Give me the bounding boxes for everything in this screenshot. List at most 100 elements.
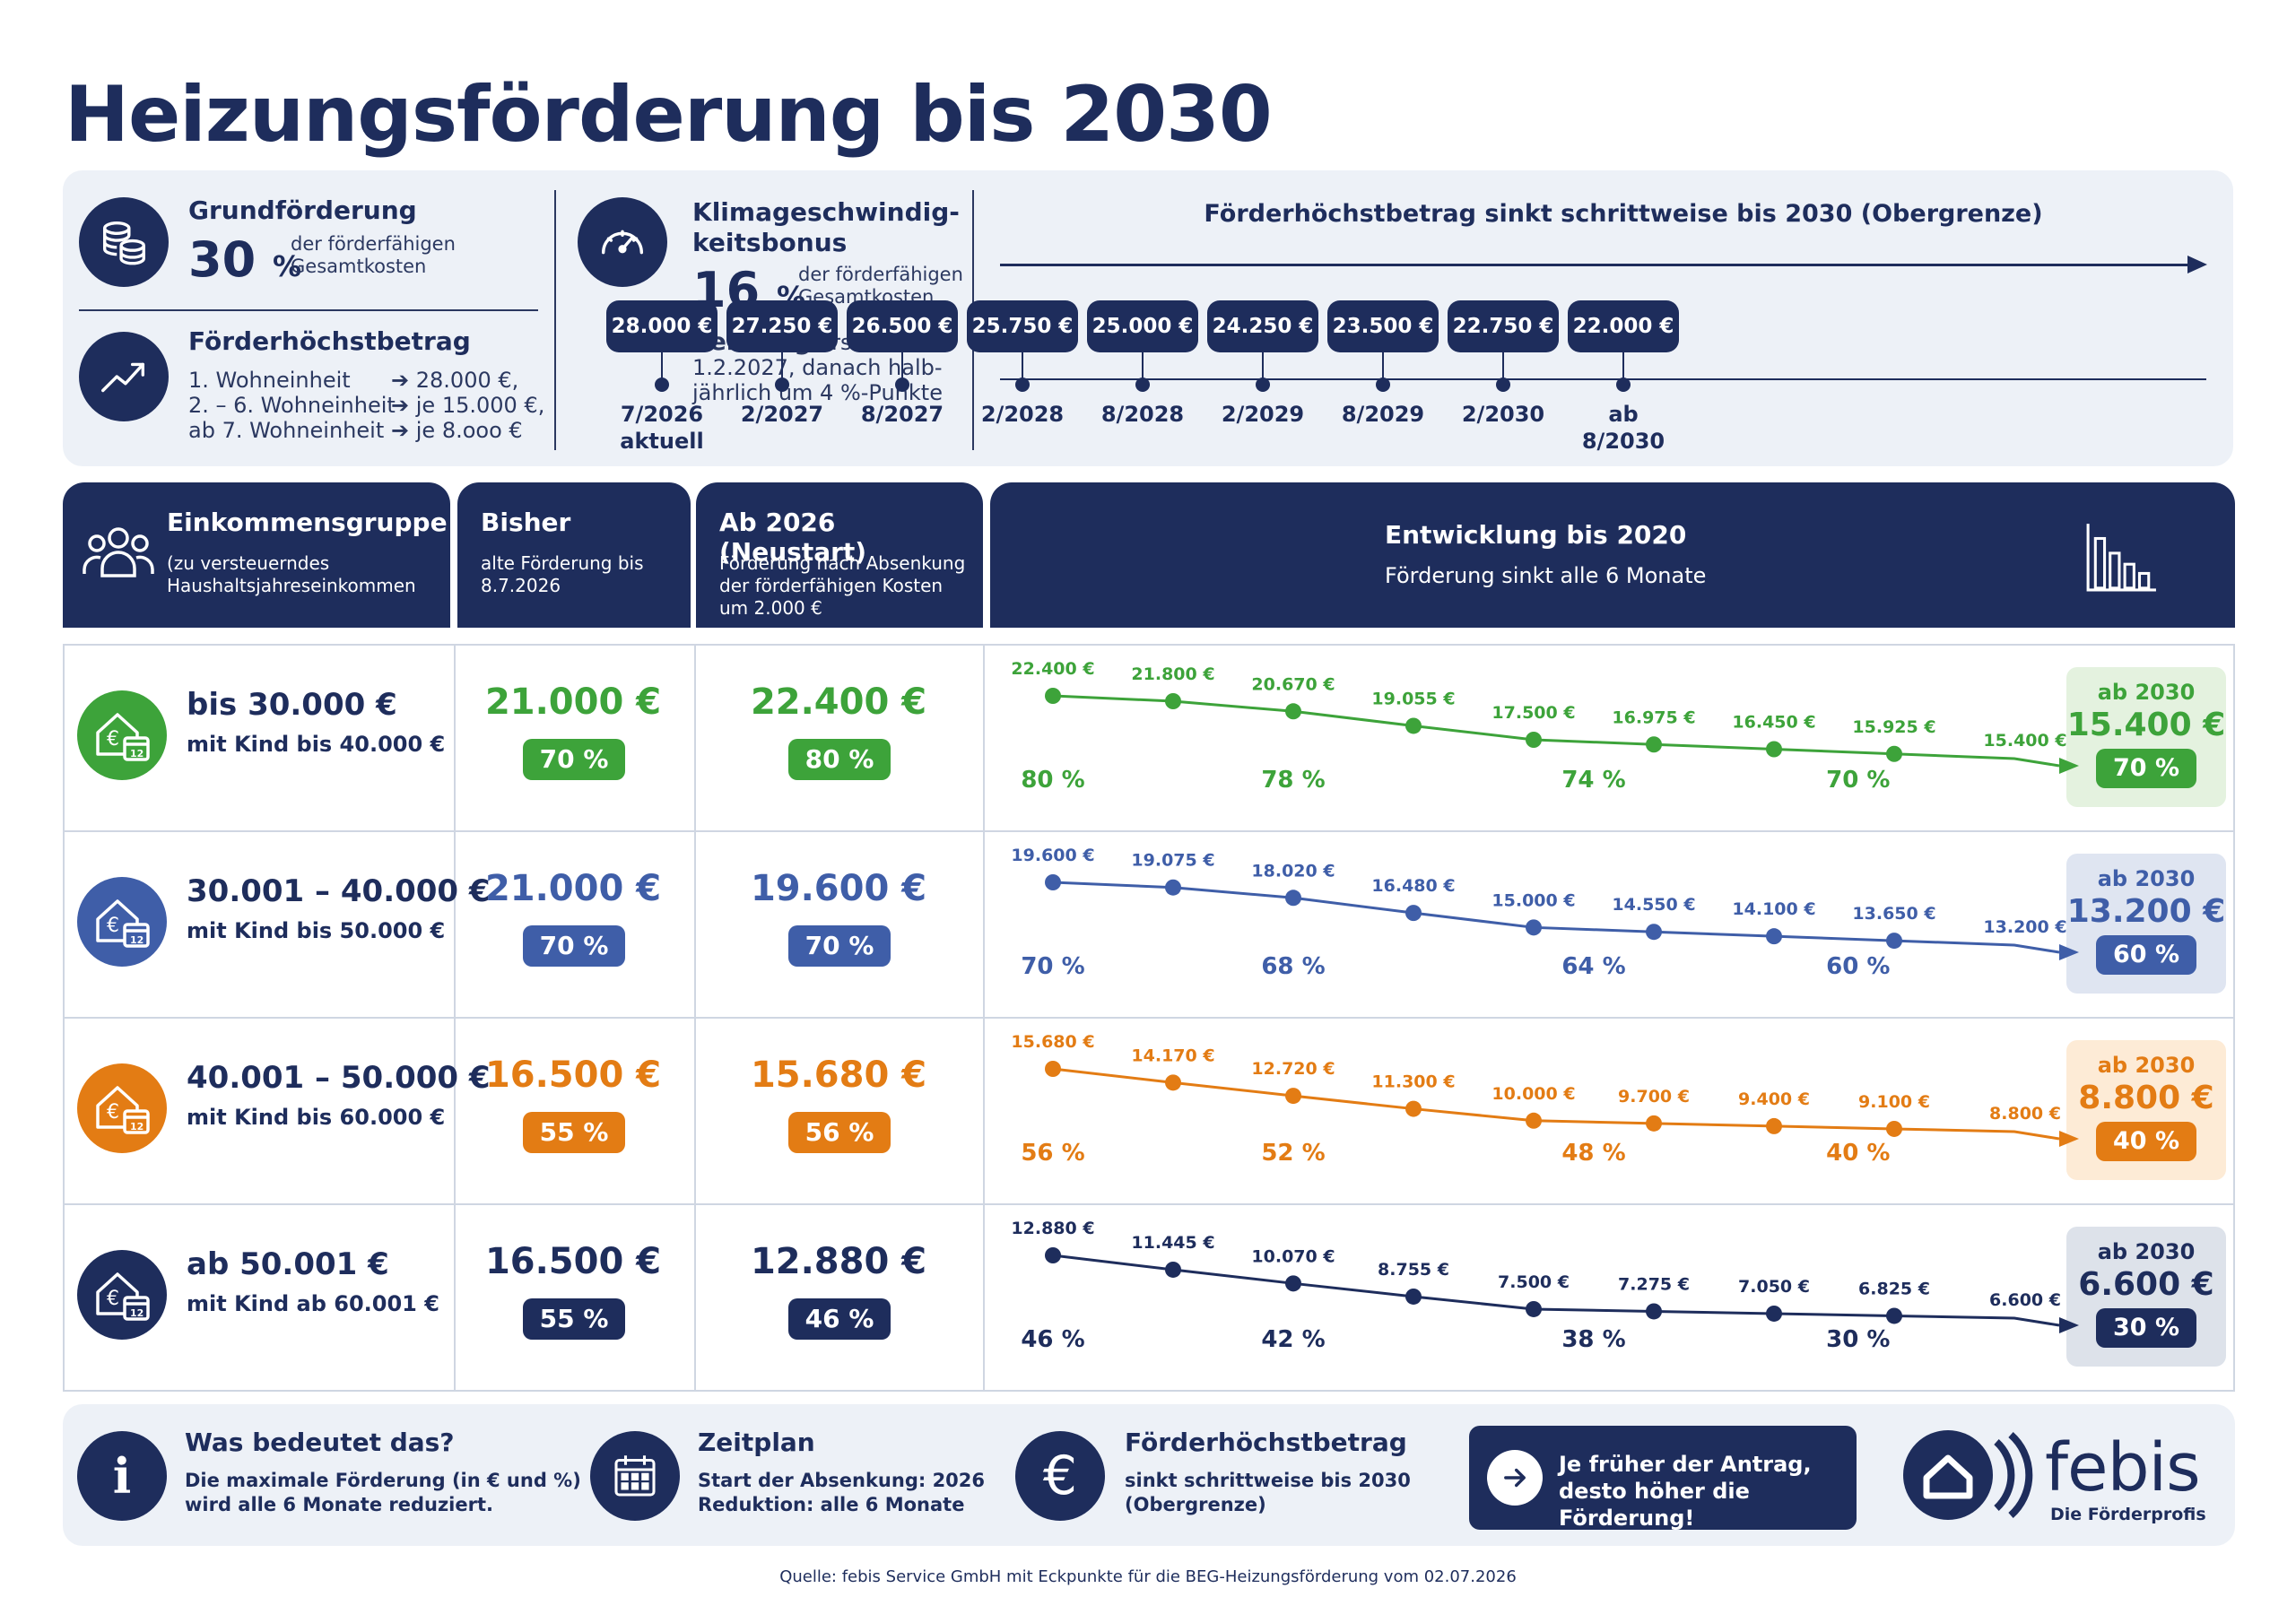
end-value: 15.400 € (2066, 707, 2226, 743)
people-icon (83, 527, 154, 577)
grund-desc: der förderfähigen Gesamtkosten (291, 233, 456, 277)
grund-title: Grundförderung (188, 195, 417, 225)
svg-text:€: € (107, 1288, 119, 1310)
end-label: ab 2030 (2097, 680, 2196, 705)
row-divider (65, 830, 2233, 832)
end-pct: 40 % (2096, 1122, 2196, 1161)
timeline-amount: 25.000 € (1087, 300, 1198, 352)
neu-pct: 80 % (788, 739, 891, 780)
timeline-amount: 28.000 € (606, 300, 718, 352)
coins-icon (79, 197, 169, 287)
timeline-dot (655, 378, 669, 392)
timeline-date: 2/2030 (1461, 402, 1545, 427)
timeline-item: 22.750 € 2/2030 (1448, 300, 1559, 428)
svg-text:12: 12 (130, 934, 144, 946)
timeline-item: 27.250 € 2/2027 (726, 300, 838, 428)
trend-up-icon (79, 332, 169, 421)
cta-text: Je früher der Antrag, desto höher die För… (1559, 1452, 1812, 1531)
timeline-date: 2/2027 (740, 402, 824, 427)
bisher-pct: 70 % (523, 739, 625, 780)
timeline-arrow (1000, 256, 2207, 273)
timeline-date: 8/2028 (1100, 402, 1185, 427)
euro-house-icon: €12 (77, 690, 167, 780)
timeline-amount: 22.750 € (1448, 300, 1559, 352)
timeline-dot (895, 378, 909, 392)
timeline-stem (781, 352, 783, 381)
timeline-amount: 25.750 € (967, 300, 1078, 352)
arrow-right-icon (1487, 1450, 1543, 1506)
timeline-amount: 22.000 € (1568, 300, 1679, 352)
footer-plan-title: Zeitplan (698, 1428, 815, 1457)
hoechst-lines: 1. Wohneinheit 2. – 6. Wohneinheit ab 7. W… (188, 368, 396, 443)
end-pct: 30 % (2096, 1308, 2196, 1348)
timeline-dot (1496, 378, 1510, 392)
timeline-dot (1616, 378, 1631, 392)
neu-pct: 56 % (788, 1112, 891, 1153)
euro-house-icon: €12 (77, 1063, 167, 1153)
neu-amount: 22.400 € (750, 681, 927, 723)
income-sub: mit Kind ab 60.001 € (187, 1291, 439, 1316)
timeline-stem (1262, 352, 1264, 381)
end-value: 6.600 € (2078, 1266, 2214, 1303)
timeline-date: 7/2026 aktuell (620, 402, 704, 454)
timeline-stem (1382, 352, 1384, 381)
euro-icon: € (1015, 1431, 1105, 1521)
timeline-item: 23.500 € 8/2029 (1327, 300, 1439, 428)
timeline-item: 24.250 € 2/2029 (1207, 300, 1318, 428)
timeline-amount: 23.500 € (1327, 300, 1439, 352)
end-label: ab 2030 (2097, 1053, 2196, 1078)
neu-amount: 15.680 € (750, 1055, 927, 1096)
neu-amount: 12.880 € (750, 1241, 927, 1282)
timeline-item: 25.750 € 2/2028 (967, 300, 1078, 428)
end-2030-box: ab 2030 13.200 € 60 % (2066, 854, 2226, 994)
header-income-title: Einkommensgruppe (167, 508, 448, 537)
timeline-dot (775, 378, 789, 392)
income-range: bis 30.000 € (187, 687, 397, 723)
end-pct: 60 % (2096, 935, 2196, 975)
neu-amount: 19.600 € (750, 868, 927, 909)
timeline-axis (1000, 378, 2206, 380)
income-range: 40.001 – 50.000 € (187, 1060, 491, 1096)
income-sub: mit Kind bis 60.000 € (187, 1105, 446, 1130)
speedometer-icon (578, 197, 667, 287)
svg-text:€: € (107, 915, 119, 937)
timeline-date: 8/2027 (860, 402, 944, 427)
timeline-date: 2/2029 (1221, 402, 1305, 427)
timeline-stem (1622, 352, 1624, 381)
header-neu-title: Ab 2026 (Neustart) (719, 508, 867, 567)
col-divider (454, 646, 456, 1390)
footer-max-title: Förderhöchstbetrag (1125, 1428, 1407, 1457)
calendar-icon (590, 1431, 680, 1521)
timeline-stem (1502, 352, 1504, 381)
house-signal-icon (1903, 1430, 2033, 1520)
timeline-date: ab 8/2030 (1581, 402, 1665, 454)
timeline-stem (1022, 352, 1023, 381)
timeline-amount: 24.250 € (1207, 300, 1318, 352)
timeline-amount: 26.500 € (847, 300, 958, 352)
cta-banner[interactable]: Je früher der Antrag, desto höher die För… (1469, 1426, 1857, 1531)
page-title: Heizungsförderung bis 2030 (65, 70, 1273, 160)
end-label: ab 2030 (2097, 866, 2196, 891)
timeline-dot (1376, 378, 1390, 392)
row-divider (65, 1017, 2233, 1019)
end-value: 13.200 € (2066, 893, 2226, 930)
footer-plan-text: Start der Absenkung: 2026 Reduktion: alle… (698, 1470, 986, 1515)
header-income-sub: (zu versteuerndes Haushaltsjahreseinkomme… (167, 552, 416, 596)
footer-info-text: Die maximale Förderung (in € und %) wird … (185, 1470, 581, 1515)
bisher-amount: 21.000 € (484, 868, 662, 909)
end-2030-box: ab 2030 6.600 € 30 % (2066, 1227, 2226, 1367)
svg-text:12: 12 (130, 1307, 144, 1319)
euro-house-icon: €12 (77, 877, 167, 967)
svg-text:12: 12 (130, 748, 144, 759)
bisher-amount: 16.500 € (484, 1055, 662, 1096)
income-sub: mit Kind bis 40.000 € (187, 732, 446, 757)
info-icon: i (77, 1431, 167, 1521)
col-divider (983, 646, 985, 1390)
col-divider (694, 646, 696, 1390)
header-entwicklung-sub: Förderung sinkt alle 6 Monate (1385, 563, 1707, 588)
timeline-title: Förderhöchstbetrag sinkt schrittweise bi… (1204, 200, 2043, 228)
income-range: 30.001 – 40.000 € (187, 873, 491, 909)
end-2030-box: ab 2030 15.400 € 70 % (2066, 667, 2226, 807)
euro-house-icon: €12 (77, 1250, 167, 1340)
bar-chart-icon (2086, 524, 2156, 592)
